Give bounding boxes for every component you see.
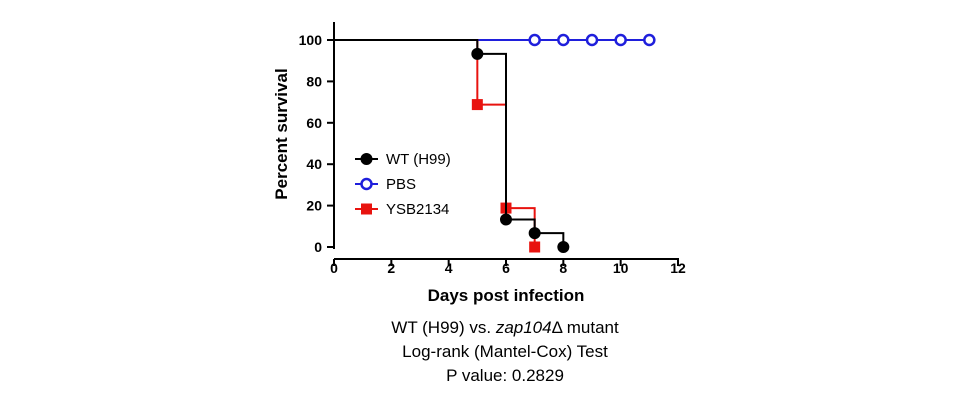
x-axis-title: Days post infection [428, 286, 585, 305]
y-tick-label: 100 [299, 32, 323, 48]
caption-line-test: Log-rank (Mantel-Cox) Test [402, 342, 608, 361]
x-tick-label: 10 [613, 260, 629, 276]
legend-marker-wt-h99 [360, 153, 373, 165]
legend-label-ysb2134: YSB2134 [386, 201, 449, 218]
data-point-pbs [614, 33, 627, 47]
x-tick-label: 4 [445, 260, 453, 276]
series-layer [334, 33, 656, 253]
chart-legend: WT (H99) PBS YSB2134 [355, 151, 451, 218]
x-tick-label: 8 [559, 260, 567, 276]
caption-line-comparison: WT (H99) vs. zap104Δ mutant [300, 316, 710, 340]
y-tick-label: 40 [306, 156, 322, 172]
x-tick-label: 0 [330, 260, 338, 276]
series-wt-h99 [334, 39, 570, 253]
chart-axes: 0 20 40 60 80 100 0 2 4 6 8 10 12 [299, 22, 686, 276]
data-point-ysb2134 [529, 241, 541, 253]
data-point-pbs [528, 33, 541, 47]
caption-gene-name: zap104 [495, 318, 552, 337]
caption-comparison-suffix: Δ mutant [551, 318, 619, 337]
data-point-pbs [557, 33, 570, 47]
x-tick-label: 2 [387, 260, 395, 276]
y-axis-title: Percent survival [272, 68, 291, 199]
test-caption: WT (H99) vs. zap104Δ mutant Log-rank (Ma… [300, 316, 710, 388]
data-point-wt-h99 [528, 227, 541, 240]
data-point-wt-h99 [500, 213, 512, 226]
caption-comparison-prefix: WT (H99) vs. [391, 318, 496, 337]
data-point-wt-h99 [471, 47, 484, 60]
legend-item-pbs: PBS [355, 176, 416, 193]
data-point-ysb2134 [471, 99, 483, 111]
x-tick-label: 12 [670, 260, 686, 276]
y-tick-label: 80 [306, 73, 322, 89]
y-tick-label: 60 [306, 115, 322, 131]
data-point-pbs [643, 33, 656, 47]
legend-marker-ysb2134 [361, 203, 372, 215]
legend-label-pbs: PBS [386, 176, 416, 193]
legend-item-ysb2134: YSB2134 [355, 201, 449, 218]
y-tick-label: 0 [314, 239, 322, 255]
legend-marker-pbs [360, 177, 373, 191]
x-tick-label: 6 [502, 260, 510, 276]
legend-label-wt-h99: WT (H99) [386, 151, 451, 168]
caption-line-pvalue: P value: 0.2829 [446, 366, 564, 385]
data-point-pbs [585, 33, 599, 47]
y-tick-label: 20 [306, 198, 322, 214]
data-point-wt-h99 [557, 241, 570, 253]
legend-item-wt-h99: WT (H99) [355, 151, 451, 168]
